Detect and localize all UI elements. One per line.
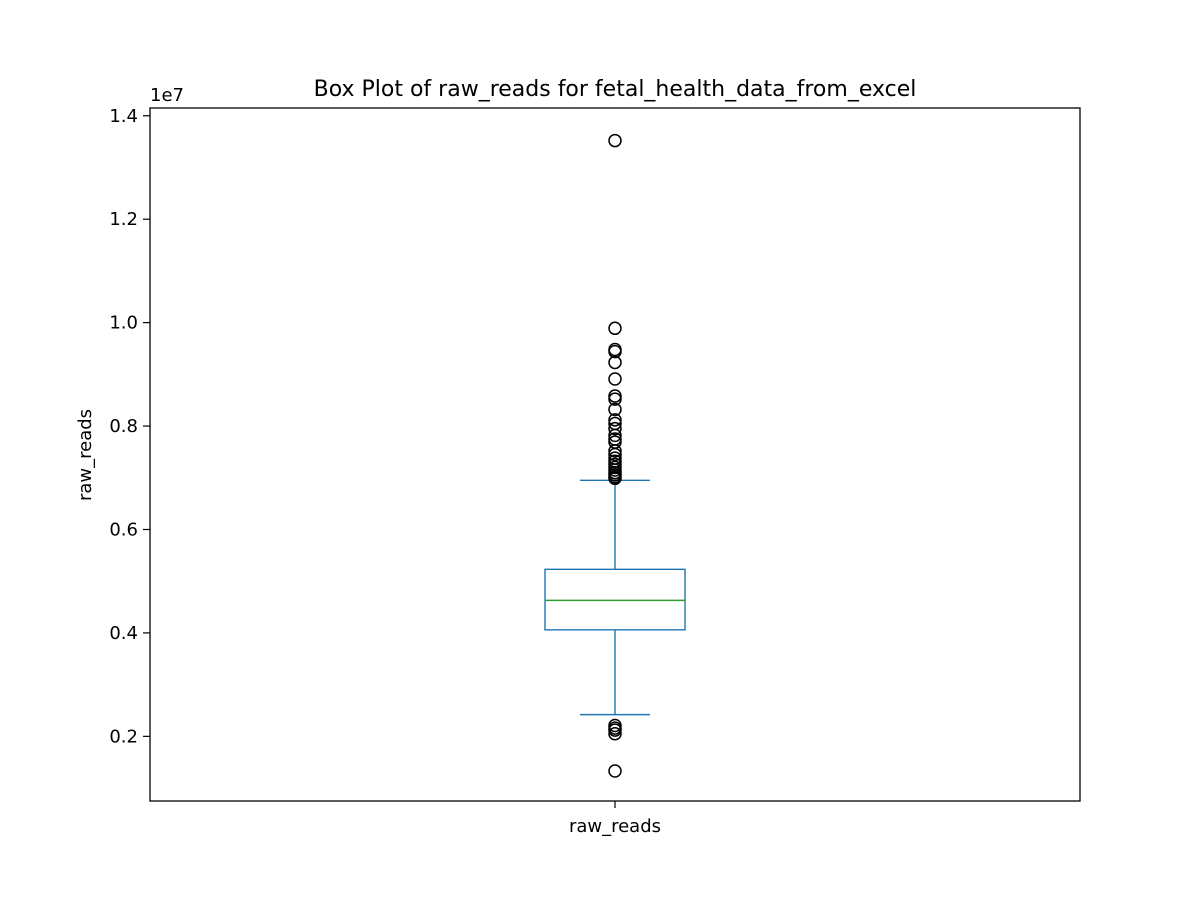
- y-axis-label: raw_reads: [75, 409, 96, 501]
- outlier-point: [608, 389, 622, 403]
- x-axis: raw_reads: [569, 801, 661, 837]
- outlier-point: [608, 344, 622, 359]
- y-tick-label: 0.2: [109, 726, 138, 747]
- outlier-point: [608, 372, 622, 386]
- y-tick-label: 0.4: [109, 623, 138, 644]
- outlier-point: [608, 764, 622, 778]
- y-tick-label: 0.6: [109, 519, 138, 540]
- outlier-point: [608, 727, 622, 741]
- outlier-point: [608, 392, 622, 406]
- outlier-point: [608, 428, 622, 443]
- y-tick-label: 1.0: [109, 313, 138, 334]
- y-tick-label: 1.2: [109, 209, 138, 230]
- outlier-point: [608, 447, 622, 462]
- outlier-point: [608, 402, 622, 417]
- outlier-point: [608, 471, 622, 486]
- outlier-point: [608, 355, 622, 370]
- box-element: [544, 479, 686, 716]
- outlier-point: [608, 413, 622, 427]
- y-axis: 0.2 0.4 0.6 0.8 1.0 1.2 1.4: [109, 106, 150, 747]
- x-tick-label: raw_reads: [569, 816, 661, 837]
- y-tick-label: 1.4: [109, 106, 138, 127]
- outliers: [608, 133, 622, 778]
- outlier-point: [608, 133, 622, 148]
- y-axis-offset-label: 1e7: [150, 85, 184, 106]
- outlier-point: [608, 321, 622, 336]
- outlier-point: [608, 444, 622, 458]
- y-tick-label: 0.8: [109, 416, 138, 437]
- chart-title: Box Plot of raw_reads for fetal_health_d…: [314, 77, 917, 102]
- iqr-box: [544, 568, 686, 631]
- outlier-point: [608, 723, 622, 737]
- outlier-point: [608, 421, 622, 436]
